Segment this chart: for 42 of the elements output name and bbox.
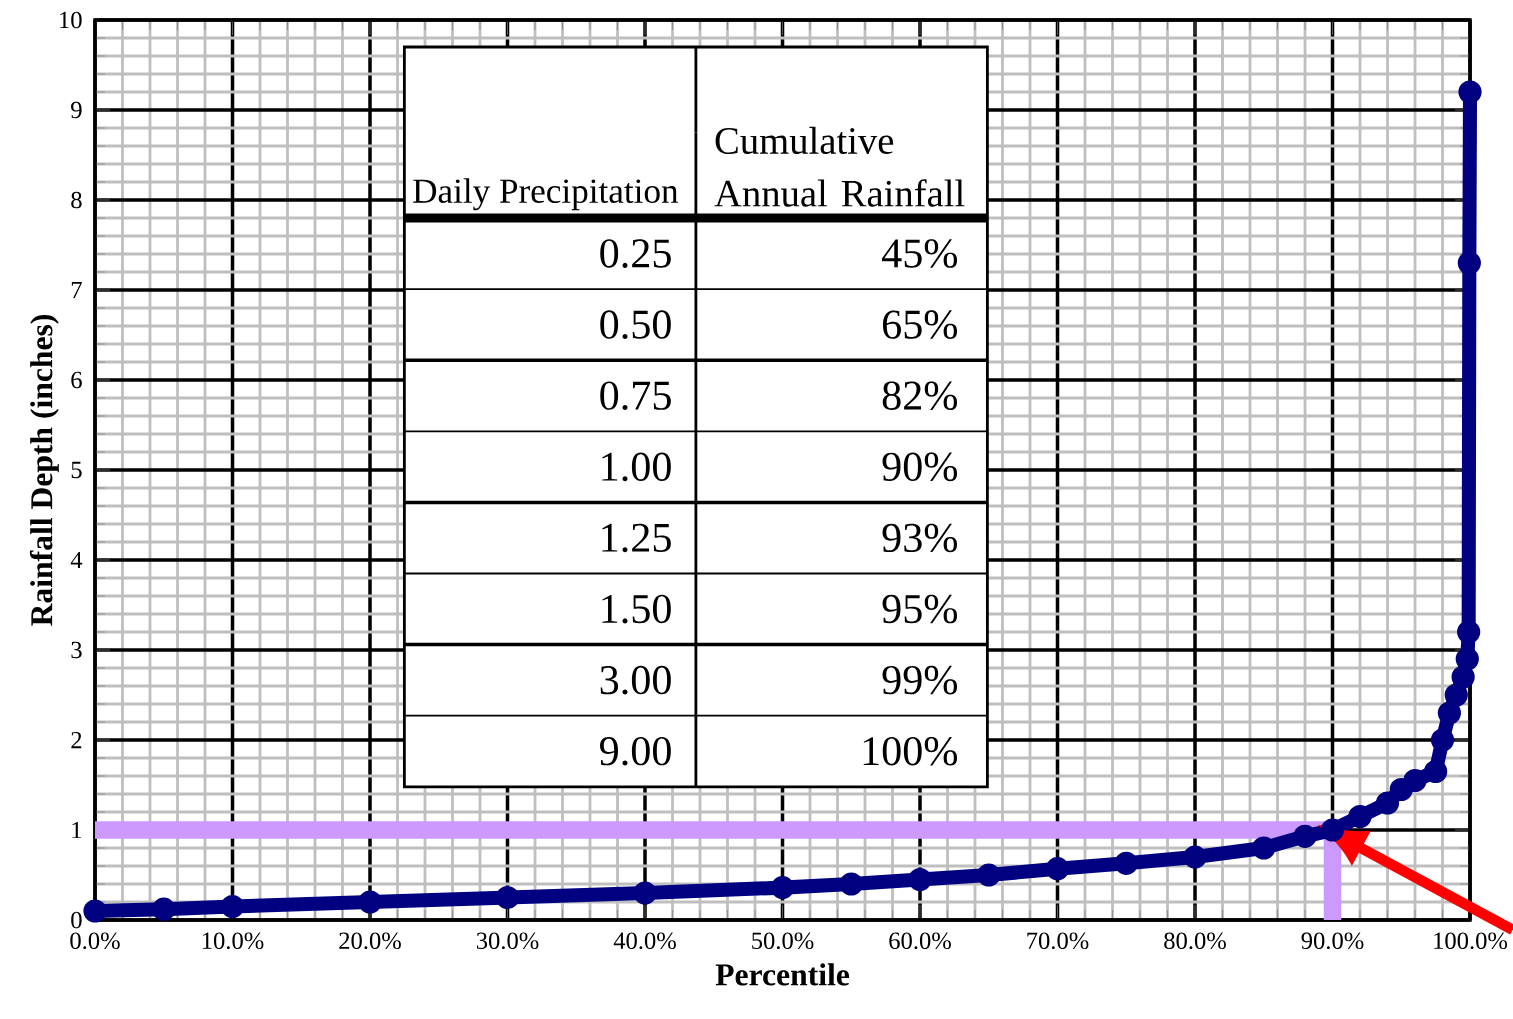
annotation: 0.25 xyxy=(600,239,671,268)
x-tick-label: 70.0% xyxy=(1027,932,1089,950)
annotation: 1.50 xyxy=(602,594,671,624)
x-tick-label: 20.0% xyxy=(339,932,401,950)
y-tick-label: 8 xyxy=(71,191,82,209)
y-axis-title: Rainfall Depth (inches) xyxy=(29,315,59,626)
y-tick-label: 7 xyxy=(71,281,82,299)
annotation: 3.00 xyxy=(600,665,671,695)
x-tick-label: 0.0% xyxy=(70,932,120,950)
annotation: 90% xyxy=(882,452,958,482)
y-tick-label: 0 xyxy=(71,911,82,929)
annotation: Daily Precipitation xyxy=(413,178,679,211)
annotation: 99% xyxy=(882,665,958,695)
y-tick-label: 3 xyxy=(71,641,82,659)
annotation: 9.00 xyxy=(600,736,671,766)
annotation: 65% xyxy=(882,310,958,339)
x-tick-label: 30.0% xyxy=(476,932,539,950)
y-tick-label: 4 xyxy=(70,551,83,569)
x-tick-label: 50.0% xyxy=(752,932,814,950)
x-tick-label: 80.0% xyxy=(1164,932,1226,950)
annotation: 0.75 xyxy=(600,381,671,411)
x-tick-label: 90.0% xyxy=(1301,932,1364,950)
y-tick-label: 9 xyxy=(71,101,82,119)
annotation: 45% xyxy=(881,239,958,268)
x-tick-label: 40.0% xyxy=(613,932,676,950)
x-axis-title: Percentile xyxy=(715,963,850,986)
y-tick-label: 1 xyxy=(72,821,82,839)
x-tick-label: 100.0% xyxy=(1434,932,1508,950)
y-tick-label: 5 xyxy=(71,461,82,479)
annotation: Cumulative Annual Rainfall xyxy=(714,126,965,207)
y-tick-label: 6 xyxy=(71,371,82,389)
x-tick-label: 60.0% xyxy=(889,932,951,950)
annotation: 95% xyxy=(882,594,958,624)
annotation: 1.00 xyxy=(602,452,671,482)
annotation: 93% xyxy=(882,523,958,553)
x-tick-label: 10.0% xyxy=(202,932,264,950)
annotation: 82% xyxy=(882,381,958,411)
annotation: 100% xyxy=(863,736,958,766)
y-tick-label: 2 xyxy=(71,731,82,749)
annotation: 0.50 xyxy=(600,310,671,339)
annotation: 1.25 xyxy=(602,523,671,553)
y-tick-label: 10 xyxy=(60,11,82,29)
